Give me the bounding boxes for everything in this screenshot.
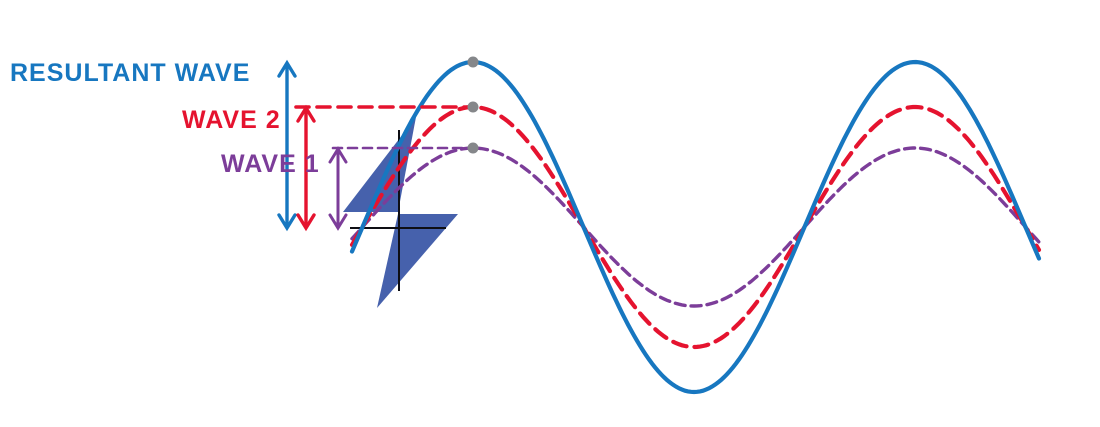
- arrowhead-up-icon: [328, 146, 348, 164]
- wave-curve-resultant: [349, 59, 1042, 395]
- resultant-wave-label: RESULTANT WAVE: [10, 59, 251, 87]
- crest-dot-resultant: [467, 56, 479, 68]
- wave1-label: WAVE 1: [221, 150, 320, 178]
- wave-curve-wave1: [350, 146, 1041, 308]
- arrowhead-down-icon: [328, 213, 348, 231]
- wave-curve-wave2: [349, 104, 1042, 350]
- crest-dot-wave1: [467, 142, 479, 154]
- crest-dot-wave2: [467, 101, 479, 113]
- arrowhead-up-icon: [277, 59, 297, 78]
- arrowhead-down-icon: [277, 213, 297, 232]
- lightning-bolt-icon: [377, 214, 458, 308]
- arrowhead-down-icon: [296, 213, 316, 232]
- wave2-label: WAVE 2: [182, 106, 281, 134]
- arrowhead-up-icon: [296, 104, 316, 123]
